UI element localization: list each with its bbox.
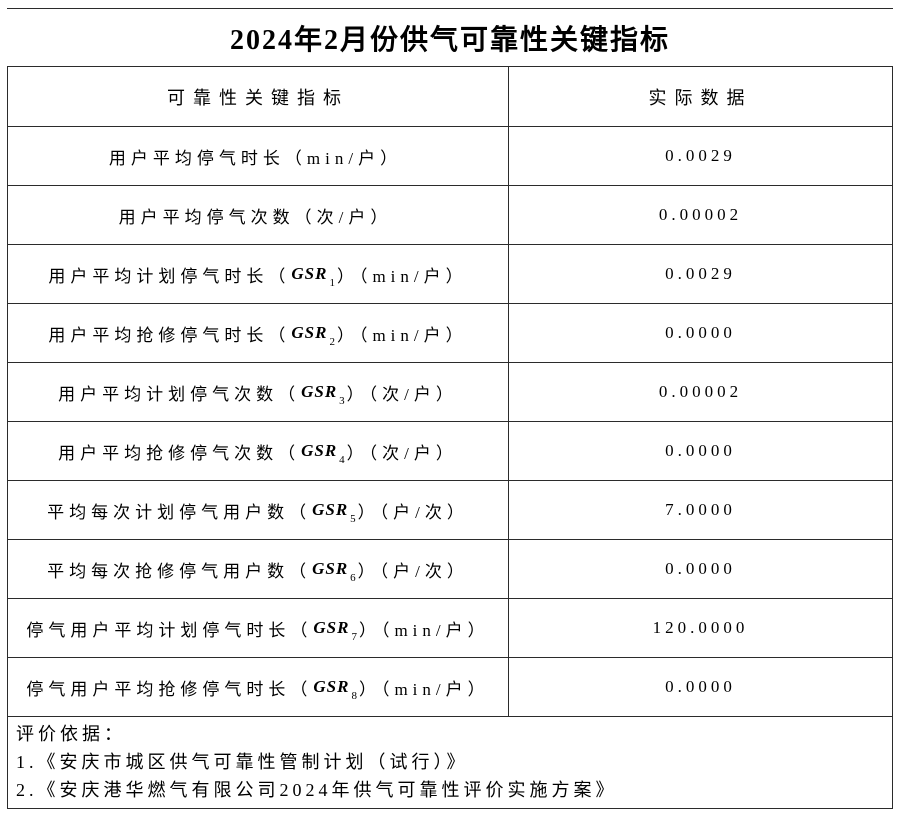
header-indicator: 可靠性关键指标 <box>8 67 509 126</box>
value-cell: 0.0000 <box>665 323 736 342</box>
value-cell: 0.00002 <box>658 205 743 224</box>
gsr-symbol: GSR <box>291 264 328 283</box>
gsr-subscript: 1 <box>329 277 335 289</box>
gsr-symbol: GSR <box>312 500 349 519</box>
indicator-unit: ）（次/户） <box>346 384 458 404</box>
reliability-indicators-table: 可靠性关键指标 实际数据 用户平均停气时长（min/户） 0.0029 用户平均… <box>7 66 893 809</box>
evaluation-basis-footer: 评价依据： 1.《安庆市城区供气可靠性管制计划（试行）》 2.《安庆港华燃气有限… <box>8 716 892 808</box>
gsr-symbol: GSR <box>301 382 338 401</box>
table-row: 停气用户平均计划停气时长（ GSR 7 ）（min/户） 120.0000 <box>8 598 892 657</box>
indicator-cell: 用户平均抢修停气时长（ GSR 2 ）（min/户） <box>8 304 509 362</box>
value-cell: 0.0029 <box>665 264 736 283</box>
indicator-unit: ）（次/户） <box>346 443 458 463</box>
value-cell: 0.0029 <box>665 146 736 165</box>
table-row: 用户平均抢修停气次数（ GSR 4 ）（次/户） 0.0000 <box>8 421 892 480</box>
page-title: 2024年2月份供气可靠性关键指标 <box>229 24 670 56</box>
indicator-cell: 用户平均停气时长（min/户） <box>8 127 509 185</box>
value-cell: 120.0000 <box>652 618 749 637</box>
indicator-unit: ）（户/次） <box>357 502 469 522</box>
indicator-text: 停气用户平均计划停气时长（ <box>26 620 313 640</box>
indicator-unit: ）（户/次） <box>357 561 469 581</box>
table-row: 平均每次计划停气用户数（ GSR 5 ）（户/次） 7.0000 <box>8 480 892 539</box>
indicator-text: 用户平均停气次数（次/户） <box>118 207 393 227</box>
indicator-text: 平均每次抢修停气用户数（ <box>47 561 312 581</box>
value-cell: 7.0000 <box>665 500 736 519</box>
indicator-unit: ）（min/户） <box>358 620 490 640</box>
indicator-cell: 用户平均抢修停气次数（ GSR 4 ）（次/户） <box>8 422 509 480</box>
indicator-text: 用户平均计划停气时长（ <box>48 266 291 286</box>
table-row: 停气用户平均抢修停气时长（ GSR 8 ）（min/户） 0.0000 <box>8 657 892 716</box>
gsr-symbol: GSR <box>313 677 350 696</box>
table-row: 用户平均抢修停气时长（ GSR 2 ）（min/户） 0.0000 <box>8 303 892 362</box>
gsr-subscript: 5 <box>350 513 356 525</box>
gsr-subscript: 8 <box>351 690 357 702</box>
table-row: 用户平均计划停气次数（ GSR 3 ）（次/户） 0.00002 <box>8 362 892 421</box>
gsr-subscript: 4 <box>339 454 345 466</box>
indicator-text: 平均每次计划停气用户数（ <box>47 502 312 522</box>
indicator-unit: ）（min/户） <box>336 266 468 286</box>
indicator-cell: 停气用户平均抢修停气时长（ GSR 8 ）（min/户） <box>8 658 509 716</box>
indicator-cell: 用户平均计划停气次数（ GSR 3 ）（次/户） <box>8 363 509 421</box>
gsr-subscript: 7 <box>351 631 357 643</box>
value-cell: 0.0000 <box>665 677 736 696</box>
indicator-cell: 停气用户平均计划停气时长（ GSR 7 ）（min/户） <box>8 599 509 657</box>
table-row: 用户平均计划停气时长（ GSR 1 ）（min/户） 0.0029 <box>8 244 892 303</box>
indicator-unit: ）（min/户） <box>336 325 468 345</box>
gsr-subscript: 6 <box>350 572 356 584</box>
indicator-text: 用户平均停气时长（min/户） <box>108 148 403 168</box>
table-header-row: 可靠性关键指标 实际数据 <box>8 67 892 126</box>
header-actual-data: 实际数据 <box>648 87 753 108</box>
table-row: 用户平均停气时长（min/户） 0.0029 <box>8 126 892 185</box>
gsr-symbol: GSR <box>313 618 350 637</box>
footer-line: 1.《安庆市城区供气可靠性管制计划（试行）》 <box>16 752 469 772</box>
footer-heading: 评价依据： <box>16 724 126 744</box>
gsr-symbol: GSR <box>312 559 349 578</box>
indicator-unit: ）（min/户） <box>358 679 490 699</box>
gsr-subscript: 3 <box>339 395 345 407</box>
indicator-text: 用户平均抢修停气时长（ <box>48 325 291 345</box>
gsr-subscript: 2 <box>329 336 335 348</box>
indicator-text: 停气用户平均抢修停气时长（ <box>26 679 313 699</box>
indicator-cell: 平均每次抢修停气用户数（ GSR 6 ）（户/次） <box>8 540 509 598</box>
table-row: 平均每次抢修停气用户数（ GSR 6 ）（户/次） 0.0000 <box>8 539 892 598</box>
value-cell: 0.00002 <box>658 382 743 401</box>
footer-line: 2.《安庆港华燃气有限公司2024年供气可靠性评价实施方案》 <box>16 780 618 800</box>
gsr-symbol: GSR <box>291 323 328 342</box>
value-cell: 0.0000 <box>665 441 736 460</box>
indicator-text: 用户平均抢修停气次数（ <box>58 443 301 463</box>
table-row: 用户平均停气次数（次/户） 0.00002 <box>8 185 892 244</box>
indicator-cell: 平均每次计划停气用户数（ GSR 5 ）（户/次） <box>8 481 509 539</box>
indicator-cell: 用户平均计划停气时长（ GSR 1 ）（min/户） <box>8 245 509 303</box>
indicator-text: 用户平均计划停气次数（ <box>58 384 301 404</box>
indicator-cell: 用户平均停气次数（次/户） <box>8 186 509 244</box>
gsr-symbol: GSR <box>301 441 338 460</box>
report-title-block: 2024年2月份供气可靠性关键指标 <box>7 8 893 66</box>
value-cell: 0.0000 <box>665 559 736 578</box>
